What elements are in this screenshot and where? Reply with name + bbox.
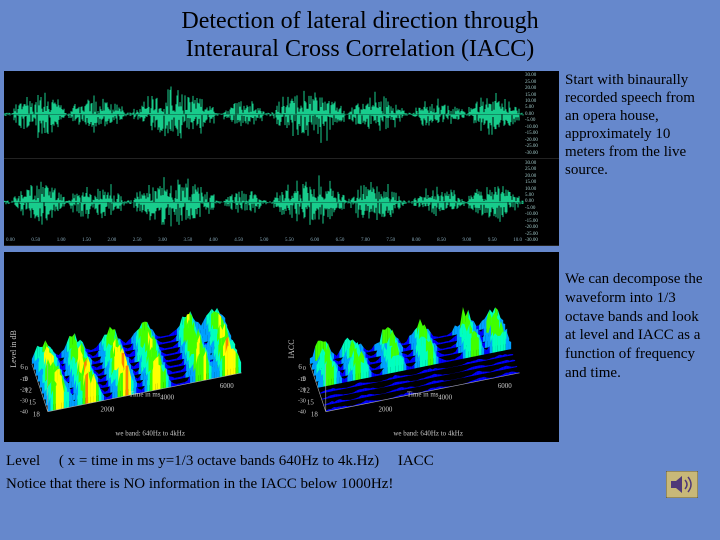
svg-text:-20: -20 <box>297 388 305 394</box>
svg-text:18: 18 <box>310 411 317 419</box>
svg-text:-40: -40 <box>20 410 28 416</box>
waveform-right-scale: 30.0025.0020.0015.0010.005.000.00-5.00-1… <box>524 159 559 246</box>
title-line-2: Interaural Cross Correlation (IACC) <box>186 36 535 62</box>
waveform-left-svg <box>4 71 524 158</box>
svg-text:0: 0 <box>25 366 28 372</box>
svg-text:15: 15 <box>306 399 313 407</box>
waveform-track-left: 30.0025.0020.0015.0010.005.000.00-5.00-1… <box>4 71 559 159</box>
svg-text:6: 6 <box>298 363 302 371</box>
svg-text:-30: -30 <box>20 399 28 405</box>
svg-text:-20: -20 <box>20 388 28 394</box>
svg-text:4000: 4000 <box>438 394 452 402</box>
spectrogram-iacc: 200040006000Time in ms18151296-40-30-20-… <box>284 254 558 440</box>
waveform-track-right: 30.0025.0020.0015.0010.005.000.00-5.00-1… <box>4 159 559 247</box>
slide-title: Detection of lateral direction through I… <box>0 0 720 67</box>
speaker-icon[interactable] <box>666 471 698 498</box>
svg-text:18: 18 <box>33 411 40 419</box>
title-line-1: Detection of lateral direction through <box>181 8 538 34</box>
svg-text:4000: 4000 <box>160 394 174 402</box>
waveform-time-axis: 0.000.501.001.502.002.503.003.504.004.50… <box>4 238 524 246</box>
footer-level-label: Level <box>6 453 40 469</box>
svg-text:we band: 640Hz to 4kHz: we band: 640Hz to 4kHz <box>115 430 185 438</box>
svg-text:Time in ms: Time in ms <box>129 391 161 399</box>
svg-text:6: 6 <box>20 363 24 371</box>
svg-text:-10: -10 <box>297 377 305 383</box>
waveform-left-scale: 30.0025.0020.0015.0010.005.000.00-5.00-1… <box>524 71 559 158</box>
svg-text:-30: -30 <box>297 399 305 405</box>
footer-axis-desc: ( x = time in ms y=1/3 octave bands 640H… <box>59 453 379 469</box>
spectrogram-iacc-svg: 200040006000Time in ms18151296-40-30-20-… <box>284 254 558 440</box>
svg-text:0: 0 <box>302 366 305 372</box>
footer-line-1: Level ( x = time in ms y=1/3 octave band… <box>6 450 714 473</box>
svg-text:15: 15 <box>29 399 36 407</box>
footer-iacc-label: IACC <box>398 453 434 469</box>
spectrogram-level-svg: 200040006000Time in ms18151296-40-30-20-… <box>6 254 280 440</box>
svg-text:Level in dB: Level in dB <box>9 330 18 367</box>
svg-text:-40: -40 <box>297 410 305 416</box>
spectrogram-level: 200040006000Time in ms18151296-40-30-20-… <box>6 254 280 440</box>
footer-notice: Notice that there is NO information in t… <box>6 473 714 496</box>
caption-waveform: Start with binaurally recorded speech fr… <box>565 71 716 246</box>
waveform-right-svg <box>4 159 524 246</box>
spectrogram-panel: 200040006000Time in ms18151296-40-30-20-… <box>4 252 559 442</box>
svg-text:-10: -10 <box>20 377 28 383</box>
svg-text:IACC: IACC <box>286 340 295 359</box>
waveform-panel: 30.0025.0020.0015.0010.005.000.00-5.00-1… <box>4 71 559 246</box>
svg-text:6000: 6000 <box>497 382 511 390</box>
svg-text:Time in ms: Time in ms <box>407 391 439 399</box>
footer-text: Level ( x = time in ms y=1/3 octave band… <box>0 442 720 495</box>
caption-spectrogram: We can decompose the waveform into 1/3 o… <box>565 252 716 442</box>
row-waveform: 30.0025.0020.0015.0010.005.000.00-5.00-1… <box>0 67 720 246</box>
row-spectrogram: 200040006000Time in ms18151296-40-30-20-… <box>0 246 720 442</box>
svg-text:2000: 2000 <box>378 406 392 414</box>
svg-text:2000: 2000 <box>100 406 114 414</box>
svg-text:we band: 640Hz to 4kHz: we band: 640Hz to 4kHz <box>393 430 463 438</box>
svg-text:6000: 6000 <box>220 382 234 390</box>
